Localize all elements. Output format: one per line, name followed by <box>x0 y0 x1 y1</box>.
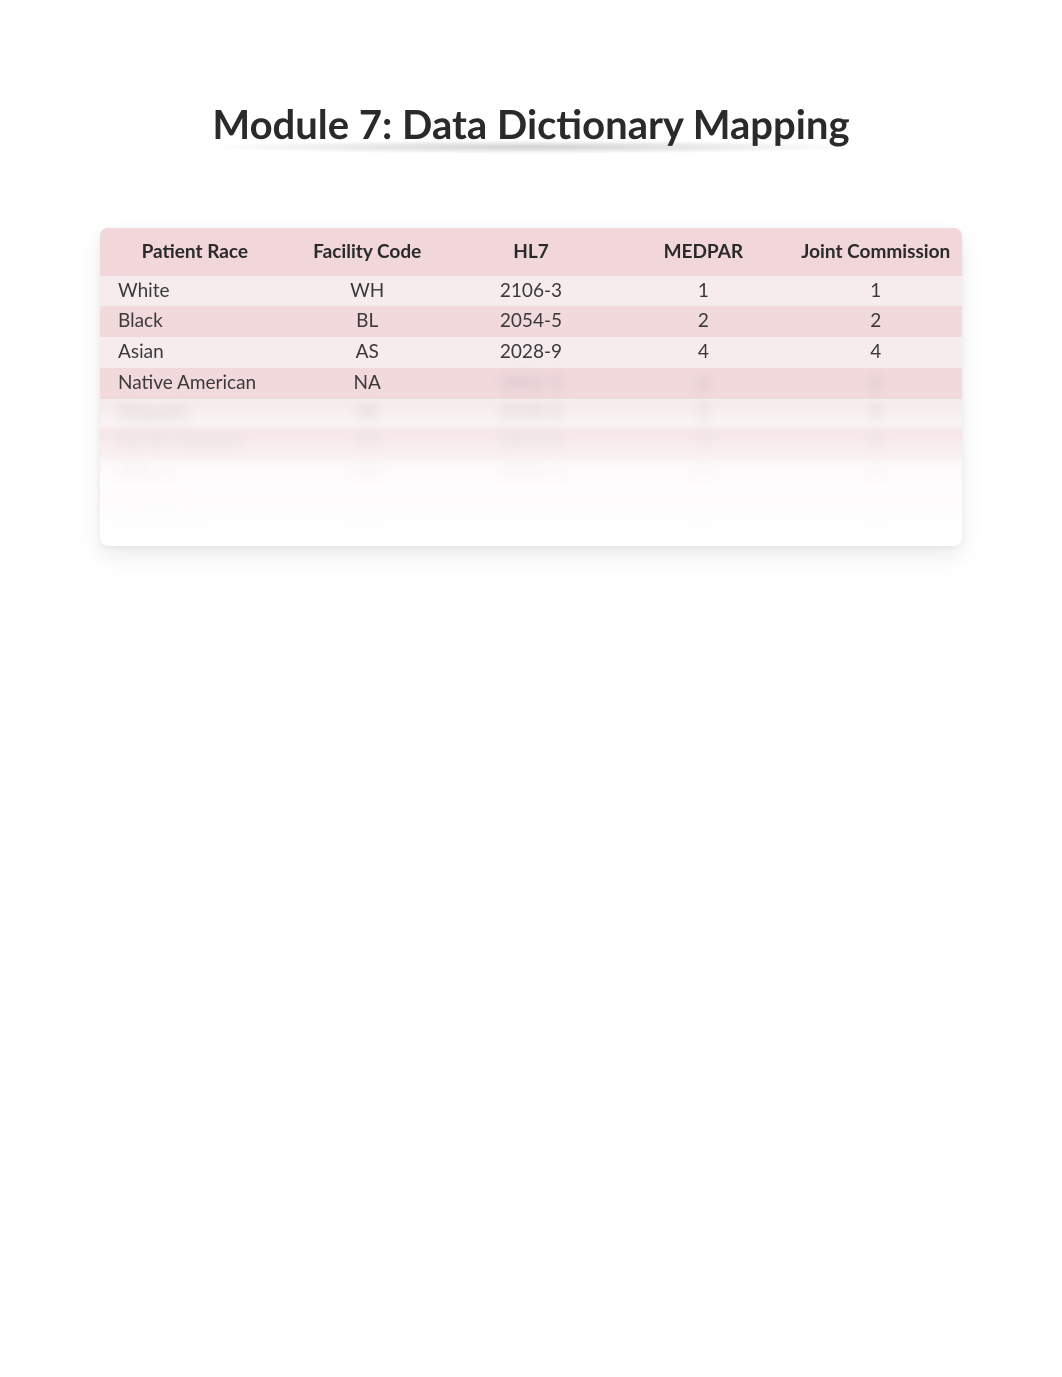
cell-joint: 7 <box>790 460 962 491</box>
cell-medpar: 1 <box>617 276 789 307</box>
cell-facility: AS <box>290 337 445 368</box>
cell-hl7: 2054-5 <box>445 306 617 337</box>
cell-race: Other <box>100 460 290 491</box>
table-wrapper: Patient Race Facility Code HL7 MEDPAR Jo… <box>100 228 962 546</box>
cell-medpar: 6 <box>617 368 789 399</box>
col-header-joint-commission: Joint Commission <box>790 228 962 276</box>
cell-facility: HI <box>290 399 445 430</box>
cell-medpar: 0 <box>617 460 789 491</box>
col-header-patient-race: Patient Race <box>100 228 290 276</box>
cell-facility: WH <box>290 276 445 307</box>
cell-hl7: 1002-5 <box>445 368 617 399</box>
col-header-hl7: HL7 <box>445 228 617 276</box>
cell-hl7: 2076-8 <box>445 429 617 460</box>
col-header-facility-code: Facility Code <box>290 228 445 276</box>
table-row: Hispanic HI 2135-2 5 5 <box>100 399 962 430</box>
col-header-medpar: MEDPAR <box>617 228 789 276</box>
table-row: Asian AS 2028-9 4 4 <box>100 337 962 368</box>
table-row: Pacific Islander PI 2076-8 3 3 <box>100 429 962 460</box>
cell-hl7: 2131-1 <box>445 460 617 491</box>
cell-joint: 4 <box>790 337 962 368</box>
cell-race: Hispanic <box>100 399 290 430</box>
cell-hl7: 2135-2 <box>445 399 617 430</box>
table-row: Native American NA 1002-5 6 6 <box>100 368 962 399</box>
cell-facility: NA <box>290 368 445 399</box>
data-dictionary-table: Patient Race Facility Code HL7 MEDPAR Jo… <box>100 228 962 546</box>
table-row: Unable to Determine UN 0 8 <box>100 491 962 546</box>
cell-race: Black <box>100 306 290 337</box>
cell-facility: BL <box>290 306 445 337</box>
cell-hl7: 2106-3 <box>445 276 617 307</box>
page-title-text: Module 7: Data Dictionary Mapping <box>212 100 849 148</box>
cell-facility: OT <box>290 460 445 491</box>
table-header-row: Patient Race Facility Code HL7 MEDPAR Jo… <box>100 228 962 276</box>
table-row: Black BL 2054-5 2 2 <box>100 306 962 337</box>
cell-race: Asian <box>100 337 290 368</box>
cell-medpar: 0 <box>617 491 789 546</box>
cell-hl7: 2028-9 <box>445 337 617 368</box>
page-title: Module 7: Data Dictionary Mapping <box>100 100 962 148</box>
cell-joint: 1 <box>790 276 962 307</box>
cell-medpar: 2 <box>617 306 789 337</box>
cell-joint: 8 <box>790 491 962 546</box>
cell-facility: PI <box>290 429 445 460</box>
cell-joint: 6 <box>790 368 962 399</box>
page-container: Module 7: Data Dictionary Mapping Patien… <box>0 0 1062 546</box>
table-header: Patient Race Facility Code HL7 MEDPAR Jo… <box>100 228 962 276</box>
cell-medpar: 5 <box>617 399 789 430</box>
cell-race: Pacific Islander <box>100 429 290 460</box>
cell-medpar: 3 <box>617 429 789 460</box>
cell-race: White <box>100 276 290 307</box>
cell-race: Unable to Determine <box>100 491 290 546</box>
cell-joint: 5 <box>790 399 962 430</box>
table-row: White WH 2106-3 1 1 <box>100 276 962 307</box>
cell-joint: 3 <box>790 429 962 460</box>
cell-joint: 2 <box>790 306 962 337</box>
table-body: White WH 2106-3 1 1 Black BL 2054-5 2 2 … <box>100 276 962 546</box>
cell-hl7 <box>445 491 617 546</box>
cell-facility: UN <box>290 491 445 546</box>
cell-race: Native American <box>100 368 290 399</box>
table-row: Other OT 2131-1 0 7 <box>100 460 962 491</box>
cell-medpar: 4 <box>617 337 789 368</box>
